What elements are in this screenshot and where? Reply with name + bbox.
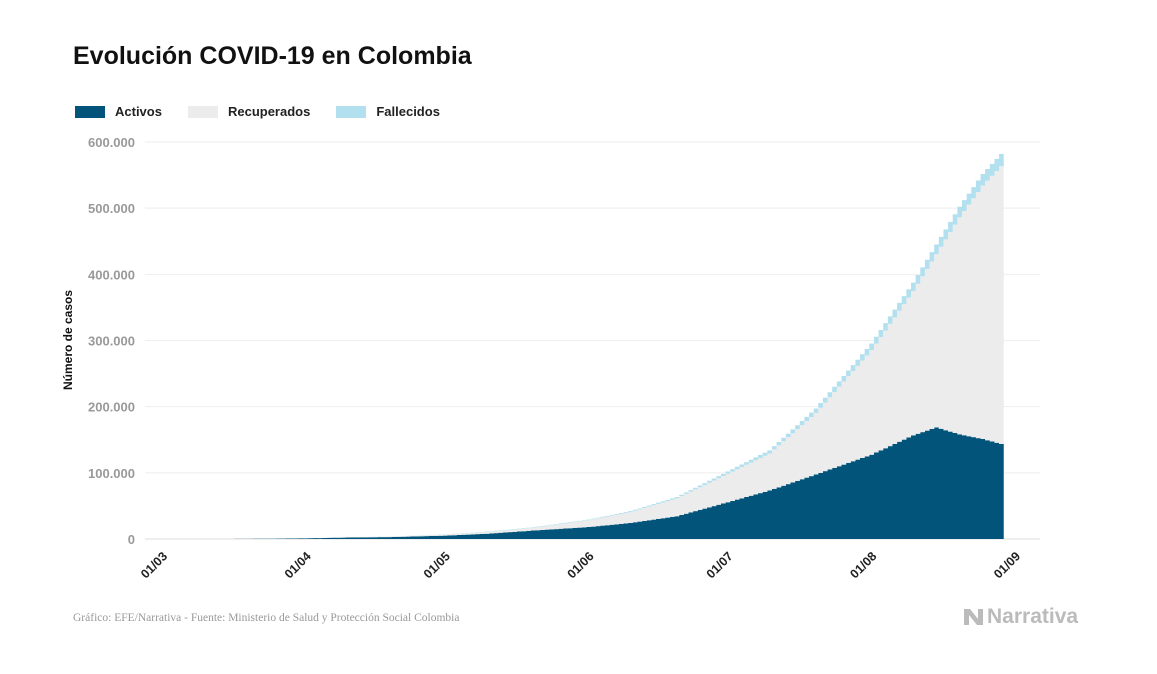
legend-label: Recuperados [227,104,311,119]
legend: Activos Recuperados Fallecidos [75,104,440,119]
legend-item-recuperados: Recuperados [187,104,311,119]
legend-label: Fallecidos [376,104,440,119]
legend-item-fallecidos: Fallecidos [336,104,440,119]
x-tick-label: 01/03 [138,549,170,581]
x-tick-label: 01/09 [991,549,1023,581]
x-tick-label: 01/08 [847,549,879,581]
narrativa-logo-icon [964,609,983,625]
legend-item-activos: Activos [75,104,162,119]
y-axis-label: Número de casos [61,290,75,390]
y-tick-label: 0 [128,532,135,547]
chart-title: Evolución COVID-19 en Colombia [73,42,472,70]
legend-swatch [336,105,367,118]
y-tick-label: 200.000 [88,400,135,415]
narrativa-logo: Narrativa [963,605,1078,629]
y-tick-label: 300.000 [88,334,135,349]
area-activos [183,427,1004,539]
legend-label: Activos [115,104,162,119]
y-tick-label: 400.000 [88,267,135,282]
y-tick-label: 500.000 [88,201,135,216]
legend-swatch [187,105,218,118]
y-tick-label: 600.000 [88,135,135,150]
legend-swatch [75,105,105,118]
x-tick-label: 01/04 [282,549,314,581]
source-note: Gráfico: EFE/Narrativa - Fuente: Ministe… [73,612,460,624]
logo-text: Narrativa [987,605,1079,628]
x-tick-label: 01/07 [704,549,736,581]
y-tick-label: 100.000 [88,466,135,481]
x-tick-label: 01/06 [565,549,597,581]
area-recuperados [183,166,1004,539]
x-tick-label: 01/05 [421,549,453,581]
